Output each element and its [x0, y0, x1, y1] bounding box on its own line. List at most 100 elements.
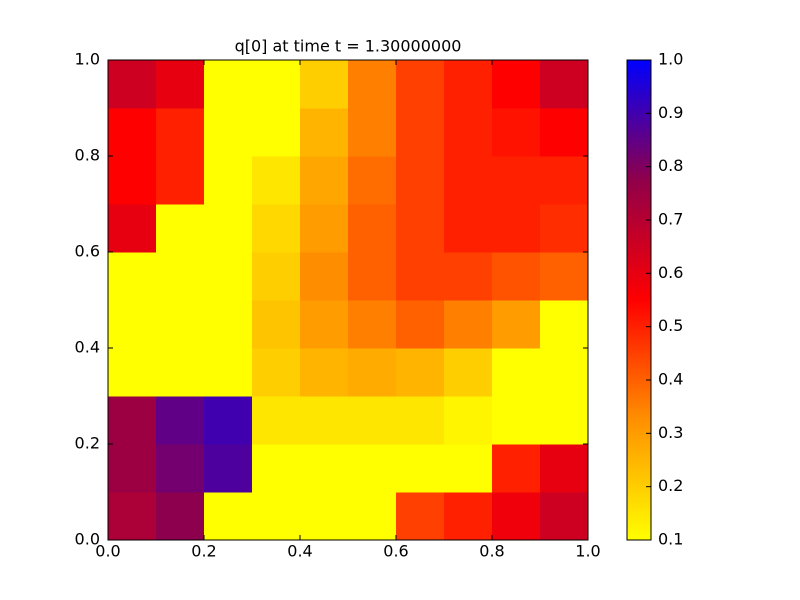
- heatmap-cell: [252, 492, 301, 541]
- heatmap-cell: [156, 108, 205, 157]
- heatmap-cell: [348, 396, 397, 445]
- heatmap-cell: [348, 444, 397, 493]
- heatmap-cell: [204, 60, 253, 109]
- heatmap-cell: [156, 492, 205, 541]
- x-tick-label: 0.0: [95, 542, 120, 561]
- heatmap-cell: [492, 204, 541, 253]
- y-tick-label: 1.0: [75, 50, 100, 69]
- x-tick-label: 0.4: [287, 542, 312, 561]
- plot-frame: [107, 59, 589, 541]
- heatmap-cell: [204, 252, 253, 301]
- x-tick-label: 0.2: [191, 542, 216, 561]
- heatmap-cell: [204, 348, 253, 397]
- x-tick-label: 0.8: [479, 542, 504, 561]
- heatmap-cell: [348, 156, 397, 205]
- heatmap-cell: [444, 156, 493, 205]
- heatmap-cell: [252, 204, 301, 253]
- heatmap-cell: [156, 300, 205, 349]
- heatmap-cell: [108, 492, 157, 541]
- heatmap-cell: [156, 444, 205, 493]
- heatmap-cell: [300, 204, 349, 253]
- colorbar-tick-label: 0.3: [658, 423, 683, 442]
- heatmap-cell: [396, 348, 445, 397]
- colorbar-tick-label: 0.8: [658, 156, 683, 175]
- heatmap-cell: [540, 492, 589, 541]
- heatmap-cell: [204, 204, 253, 253]
- heatmap-cell: [444, 492, 493, 541]
- colorbar-tick-label: 0.4: [658, 370, 683, 389]
- colorbar-tick-label: 0.9: [658, 103, 683, 122]
- heatmap-cell: [492, 252, 541, 301]
- heatmap-cell: [108, 60, 157, 109]
- heatmap-cell: [540, 348, 589, 397]
- heatmap-cell: [156, 252, 205, 301]
- heatmap-cell: [156, 348, 205, 397]
- heatmap-cell: [492, 60, 541, 109]
- colorbar-tick-label: 0.1: [658, 530, 683, 549]
- heatmap-cell: [396, 444, 445, 493]
- heatmap-cell: [204, 300, 253, 349]
- heatmap-cell: [300, 252, 349, 301]
- heatmap-cell: [108, 444, 157, 493]
- heatmap-cell: [300, 156, 349, 205]
- heatmap-cell: [540, 300, 589, 349]
- heatmap-cell: [300, 108, 349, 157]
- heatmap-cell: [108, 396, 157, 445]
- heatmap-cell: [540, 156, 589, 205]
- chart-title: q[0] at time t = 1.30000000: [235, 37, 462, 56]
- heatmap-cell: [252, 348, 301, 397]
- x-tick-label: 0.6: [383, 542, 408, 561]
- heatmap-cell: [156, 60, 205, 109]
- heatmap-cell: [492, 396, 541, 445]
- heatmap-cell: [348, 252, 397, 301]
- heatmap-cell: [492, 300, 541, 349]
- heatmap-cell: [492, 492, 541, 541]
- heatmap-cell: [300, 60, 349, 109]
- heatmap-cell: [396, 156, 445, 205]
- heatmap-cell: [540, 444, 589, 493]
- heatmap-cell: [396, 204, 445, 253]
- heatmap-cell: [396, 300, 445, 349]
- heatmap-cell: [156, 396, 205, 445]
- heatmap-cell: [396, 396, 445, 445]
- heatmap-cell: [396, 492, 445, 541]
- heatmap-cell: [540, 108, 589, 157]
- heatmap-cell: [444, 300, 493, 349]
- y-tick-label: 0.0: [75, 530, 100, 549]
- heatmap-cell: [300, 348, 349, 397]
- heatmap-cell: [252, 396, 301, 445]
- heatmap-cell: [252, 156, 301, 205]
- heatmap-cell: [444, 108, 493, 157]
- heatmap-cell: [444, 60, 493, 109]
- heatmap-cell: [540, 204, 589, 253]
- heatmap-cell: [108, 204, 157, 253]
- heatmap-cell: [156, 204, 205, 253]
- colorbar: [626, 59, 652, 541]
- heatmap-cell: [396, 108, 445, 157]
- heatmap-cell: [396, 252, 445, 301]
- heatmap-cell: [108, 300, 157, 349]
- heatmap-cell: [444, 396, 493, 445]
- heatmap-cell: [348, 348, 397, 397]
- heatmap-cell: [204, 444, 253, 493]
- heatmap-cell: [348, 108, 397, 157]
- heatmap-cell: [204, 492, 253, 541]
- x-tick-label: 1.0: [575, 542, 600, 561]
- heatmap-cell: [108, 108, 157, 157]
- heatmap-cell: [300, 396, 349, 445]
- heatmap-cell: [540, 252, 589, 301]
- colorbar-tick-label: 1.0: [658, 50, 683, 69]
- heatmap-cell: [300, 444, 349, 493]
- y-tick-label: 0.6: [75, 242, 100, 261]
- heatmap-cell: [108, 348, 157, 397]
- heatmap-cell: [108, 252, 157, 301]
- heatmap-cell: [204, 396, 253, 445]
- heatmap-cell: [204, 156, 253, 205]
- y-tick-label: 0.8: [75, 146, 100, 165]
- heatmap-cell: [252, 108, 301, 157]
- heatmap-cell: [252, 300, 301, 349]
- heatmap-cell: [444, 444, 493, 493]
- heatmap-cell: [348, 492, 397, 541]
- heatmap-cell: [444, 204, 493, 253]
- heatmap-cell: [492, 156, 541, 205]
